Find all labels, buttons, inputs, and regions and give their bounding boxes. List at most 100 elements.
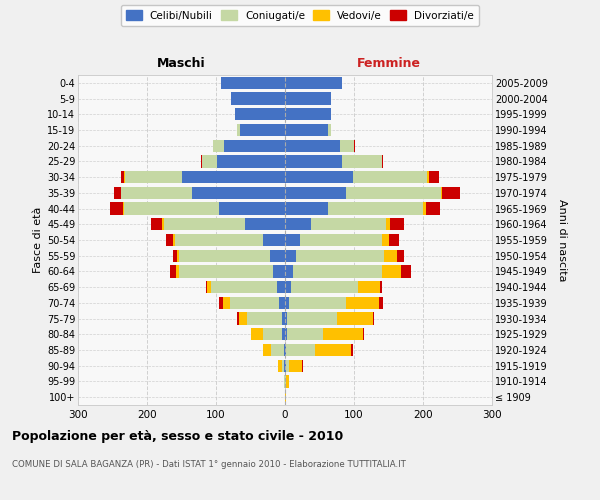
Bar — [289, 360, 302, 372]
Bar — [285, 156, 341, 168]
Bar — [285, 360, 286, 372]
Bar — [290, 281, 358, 293]
Bar — [166, 234, 173, 246]
Bar — [302, 360, 303, 372]
Bar — [151, 218, 162, 230]
Bar — [278, 360, 281, 372]
Bar — [286, 360, 289, 372]
Bar — [110, 202, 123, 214]
Bar — [423, 202, 427, 214]
Bar — [328, 202, 423, 214]
Bar — [401, 266, 411, 278]
Bar — [379, 296, 383, 309]
Bar — [281, 312, 285, 324]
Bar — [316, 344, 351, 356]
Bar — [285, 140, 340, 152]
Bar — [202, 156, 217, 168]
Y-axis label: Fasce di età: Fasce di età — [32, 207, 43, 273]
Bar — [230, 296, 280, 309]
Bar — [323, 328, 363, 340]
Y-axis label: Anni di nascita: Anni di nascita — [557, 198, 567, 281]
Bar — [175, 234, 263, 246]
Bar — [170, 266, 176, 278]
Bar — [281, 360, 284, 372]
Bar — [173, 234, 175, 246]
Bar — [247, 312, 281, 324]
Bar — [337, 312, 373, 324]
Bar — [285, 108, 331, 120]
Legend: Celibi/Nubili, Coniugati/e, Vedovi/e, Divorziati/e: Celibi/Nubili, Coniugati/e, Vedovi/e, Di… — [121, 5, 479, 26]
Bar — [284, 376, 285, 388]
Bar — [121, 186, 192, 199]
Bar — [351, 344, 353, 356]
Bar — [239, 312, 247, 324]
Text: COMUNE DI SALA BAGANZA (PR) - Dati ISTAT 1° gennaio 2010 - Elaborazione TUTTITAL: COMUNE DI SALA BAGANZA (PR) - Dati ISTAT… — [12, 460, 406, 469]
Bar — [192, 186, 285, 199]
Bar — [382, 266, 401, 278]
Bar — [285, 124, 328, 136]
Bar — [285, 281, 290, 293]
Bar — [263, 328, 282, 340]
Bar — [386, 218, 390, 230]
Bar — [397, 250, 404, 262]
Bar — [286, 376, 289, 388]
Bar — [176, 266, 179, 278]
Bar — [263, 344, 271, 356]
Bar — [285, 312, 287, 324]
Bar — [220, 202, 285, 214]
Bar — [382, 156, 383, 168]
Bar — [114, 186, 121, 199]
Bar — [221, 76, 285, 89]
Bar — [235, 108, 285, 120]
Bar — [300, 234, 382, 246]
Bar — [123, 202, 124, 214]
Text: Femmine: Femmine — [356, 57, 421, 70]
Bar — [385, 250, 397, 262]
Bar — [173, 250, 176, 262]
Bar — [182, 171, 285, 183]
Bar — [251, 328, 263, 340]
Bar — [270, 250, 285, 262]
Bar — [285, 92, 331, 104]
Bar — [240, 124, 285, 136]
Bar — [285, 266, 293, 278]
Bar — [245, 218, 285, 230]
Bar — [238, 312, 239, 324]
Bar — [124, 202, 220, 214]
Bar — [285, 234, 300, 246]
Text: Popolazione per età, sesso e stato civile - 2010: Popolazione per età, sesso e stato civil… — [12, 430, 343, 443]
Bar — [340, 140, 354, 152]
Bar — [271, 344, 284, 356]
Bar — [217, 156, 285, 168]
Bar — [311, 218, 386, 230]
Bar — [358, 281, 380, 293]
Bar — [224, 140, 285, 152]
Bar — [231, 92, 285, 104]
Bar — [164, 218, 245, 230]
Bar — [328, 124, 331, 136]
Bar — [237, 124, 240, 136]
Bar — [179, 266, 272, 278]
Bar — [213, 140, 224, 152]
Bar — [125, 171, 182, 183]
Bar — [293, 266, 382, 278]
Bar — [284, 360, 285, 372]
Bar — [390, 218, 404, 230]
Bar — [441, 186, 442, 199]
Bar — [285, 202, 328, 214]
Bar — [373, 312, 374, 324]
Bar — [206, 281, 207, 293]
Bar — [263, 234, 285, 246]
Bar — [296, 250, 385, 262]
Bar — [277, 281, 285, 293]
Bar — [285, 218, 311, 230]
Bar — [427, 171, 428, 183]
Bar — [284, 344, 285, 356]
Bar — [179, 250, 270, 262]
Bar — [285, 344, 286, 356]
Bar — [285, 171, 353, 183]
Bar — [428, 171, 439, 183]
Bar — [346, 186, 441, 199]
Bar — [207, 281, 211, 293]
Bar — [201, 156, 202, 168]
